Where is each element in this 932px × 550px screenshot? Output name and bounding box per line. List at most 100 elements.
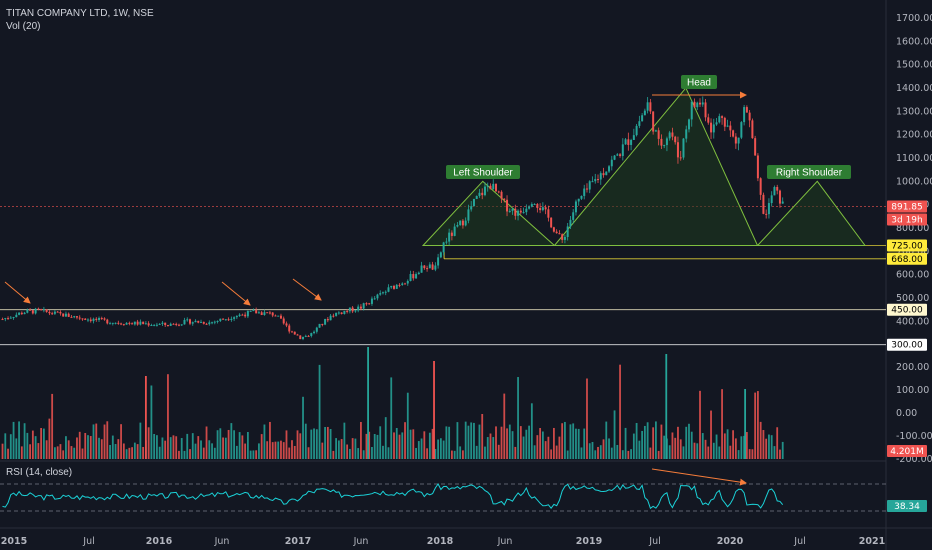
candle-body [73, 316, 76, 318]
candle-body [732, 130, 735, 137]
price-tick-label: 800.00 [896, 223, 929, 234]
volume-bar [125, 449, 128, 459]
candle-body [213, 321, 216, 323]
volume-bar [73, 447, 76, 459]
candle-body [302, 336, 305, 340]
volume-bar [530, 403, 533, 459]
candle-body [117, 322, 120, 324]
volume-bar [409, 429, 412, 459]
candle-body [346, 310, 349, 312]
candle-body [241, 314, 244, 316]
candle-body [153, 324, 156, 326]
candle-body [478, 192, 481, 196]
candle-body [161, 322, 164, 324]
volume-bar [48, 418, 51, 459]
candle-body [1, 319, 4, 321]
candle-body [464, 220, 467, 226]
candle-body [453, 226, 456, 236]
candle-body [62, 313, 65, 317]
candle-body [31, 310, 34, 314]
candle-body [390, 285, 393, 288]
candle-body [503, 198, 506, 200]
volume-bar [776, 427, 779, 459]
price-tick-label: 1100.00 [896, 153, 932, 164]
volume-bar [340, 439, 343, 459]
candle-body [483, 186, 486, 196]
axis-badge-text: 725.00 [891, 242, 923, 252]
candle-body [45, 309, 48, 312]
volume-bar [92, 424, 95, 459]
candle-body [536, 204, 539, 209]
volume-bar [357, 448, 360, 459]
volume-bar [56, 446, 59, 459]
candle-body [448, 232, 451, 242]
volume-bar [241, 435, 244, 459]
price-tick-label: 600.00 [896, 270, 929, 281]
volume-bar [572, 423, 575, 459]
candle-body [674, 136, 677, 143]
volume-bar [404, 422, 406, 459]
candle-body [409, 274, 412, 282]
volume-bar [693, 442, 696, 459]
volume-bar [15, 438, 18, 459]
candle-body [263, 312, 266, 315]
volume-bar [547, 436, 550, 459]
candle-body [395, 284, 398, 289]
candle-body [354, 310, 357, 312]
volume-bar [401, 432, 404, 459]
volume-bar [522, 436, 525, 459]
candle-body [781, 201, 784, 204]
candle-body [712, 124, 715, 133]
volume-bar [453, 450, 456, 459]
volume-bar [100, 439, 103, 459]
volume-bar [326, 426, 329, 459]
volume-bar [533, 445, 536, 459]
volume-bar [497, 444, 500, 459]
candle-body [89, 319, 92, 322]
candle-body [359, 306, 362, 309]
volume-bar [646, 422, 649, 459]
candle-body [290, 331, 293, 333]
volume-bar [412, 429, 415, 459]
volume-bar [244, 443, 247, 459]
price-tick-label: 1500.00 [896, 60, 932, 71]
volume-bar [688, 423, 690, 459]
candle-body [773, 186, 776, 196]
volume-bar [235, 445, 238, 459]
volume-bar [729, 445, 732, 459]
volume-bar [398, 434, 401, 459]
candle-body [307, 335, 310, 337]
volume-bar [561, 423, 564, 459]
candle-body [233, 317, 236, 319]
candle-body [745, 107, 748, 113]
candle-body [208, 322, 211, 325]
volume-bar [696, 443, 699, 459]
candle-body [511, 208, 514, 211]
volume-bar [663, 435, 666, 459]
candle-body [533, 204, 536, 206]
volume-bar [18, 421, 20, 459]
volume-bar [508, 424, 511, 459]
candle-body [439, 252, 442, 258]
volume-bar [354, 438, 357, 459]
volume-bar [395, 427, 398, 459]
candle-body [693, 101, 696, 108]
volume-bar [81, 448, 84, 459]
volume-bar [103, 424, 106, 459]
candle-body [260, 312, 263, 315]
candle-body [136, 321, 139, 325]
volume-bar [448, 426, 451, 459]
volume-bar [78, 431, 81, 459]
candle-body [268, 312, 271, 314]
volume-bar [266, 441, 269, 459]
candle-body [500, 191, 503, 199]
candle-body [415, 274, 418, 279]
volume-bar [34, 436, 37, 459]
candle-body [610, 159, 613, 167]
candle-body [528, 206, 531, 209]
volume-tick-label: 100.00 [896, 385, 929, 396]
candle-body [621, 144, 624, 156]
candle-body [37, 308, 40, 310]
volume-bar [770, 435, 773, 459]
